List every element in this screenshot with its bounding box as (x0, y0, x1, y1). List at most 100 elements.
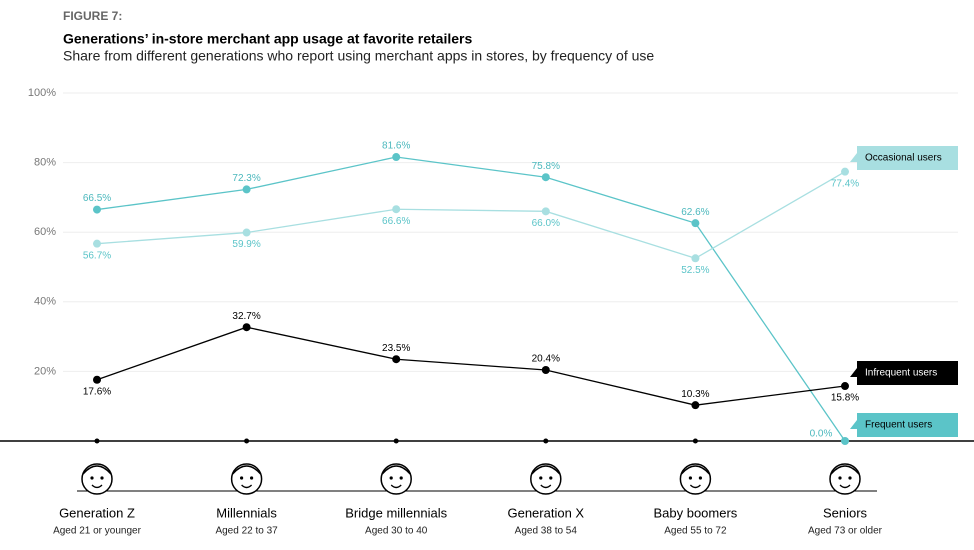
x-tick-label: Bridge millennials (345, 505, 447, 520)
eye (250, 476, 254, 480)
series-line (96, 171, 846, 260)
face-icon (679, 463, 712, 495)
category-tick (94, 438, 100, 444)
eye (389, 476, 393, 480)
y-tick-label: 60% (34, 226, 56, 238)
legend-pointer (850, 420, 857, 429)
eye (399, 476, 403, 480)
x-tick-label: Generation X (507, 505, 584, 520)
data-point (541, 207, 550, 216)
chart-title: Generations’ in-store merchant app usage… (63, 31, 472, 47)
eye (240, 476, 244, 480)
x-tick-note: Aged 21 or younger (53, 526, 142, 537)
face-icon (530, 463, 562, 495)
eye (838, 476, 842, 480)
x-tick-note: Aged 22 to 37 (215, 526, 278, 537)
x-tick-label: Baby boomers (653, 505, 737, 520)
eye (539, 476, 543, 480)
data-point (392, 205, 401, 214)
eye (848, 476, 852, 480)
x-tick-label: Seniors (823, 505, 868, 520)
hair (232, 465, 262, 475)
data-point (242, 228, 251, 237)
data-label: 72.3% (232, 173, 260, 184)
data-point (691, 219, 700, 228)
data-point (841, 167, 849, 176)
data-label: 52.5% (681, 265, 709, 276)
data-label: 75.8% (532, 161, 560, 172)
data-label: 10.3% (681, 389, 709, 400)
legend-pointer (850, 368, 857, 377)
face-icon (81, 463, 113, 495)
data-label: 66.6% (382, 216, 410, 227)
data-label: 66.0% (532, 218, 560, 229)
data-point (691, 401, 700, 410)
legend-box (857, 146, 958, 170)
legend-box (857, 361, 958, 385)
data-point (242, 185, 251, 194)
category-tick (543, 438, 549, 444)
smile (689, 484, 701, 489)
legend-pointer (850, 153, 857, 162)
x-tick-note: Aged 38 to 54 (515, 526, 578, 537)
data-point (541, 366, 550, 375)
eye (688, 476, 693, 480)
y-tick-label: 100% (28, 87, 56, 99)
data-point (841, 382, 849, 391)
data-point (392, 355, 401, 364)
y-tick-label: 40% (34, 296, 56, 308)
category-tick (692, 438, 698, 444)
hair (680, 465, 710, 475)
data-label: 20.4% (532, 354, 560, 365)
smile (390, 484, 402, 489)
eye (549, 476, 553, 480)
data-point (392, 153, 401, 162)
data-label: 62.6% (681, 207, 709, 218)
series-line (96, 156, 846, 442)
eye (100, 476, 104, 480)
data-point (93, 205, 101, 214)
legend-box (857, 413, 958, 437)
eye (90, 476, 94, 480)
x-tick-label: Millennials (216, 505, 277, 520)
figure-label: FIGURE 7: (63, 9, 122, 23)
data-label: 0.0% (810, 429, 833, 440)
smile (91, 484, 103, 489)
data-label: 56.7% (83, 250, 111, 261)
x-tick-note: Aged 73 or older (808, 526, 883, 537)
legend-label: Occasional users (865, 153, 942, 164)
y-tick-label: 80% (34, 157, 56, 169)
x-tick-label: Generation Z (59, 505, 135, 520)
category-tick (244, 438, 250, 444)
hair (531, 465, 561, 475)
hair (830, 465, 860, 475)
data-point (841, 437, 849, 445)
data-label: 17.6% (83, 386, 111, 397)
data-point (242, 323, 251, 332)
data-label: 77.4% (831, 178, 859, 189)
smile (241, 484, 253, 489)
data-label: 59.9% (232, 239, 260, 250)
data-label: 32.7% (232, 311, 260, 322)
eye (698, 476, 703, 480)
x-tick-note: Aged 55 to 72 (664, 526, 727, 537)
data-point (93, 375, 101, 384)
data-point (541, 173, 550, 182)
smile (839, 484, 851, 489)
data-label: 66.5% (83, 193, 111, 204)
hair (82, 465, 112, 475)
y-tick-label: 20% (34, 365, 56, 377)
face-icon (380, 463, 412, 495)
series-line (96, 326, 846, 406)
chart-subtitle: Share from different generations who rep… (63, 48, 654, 64)
smile (540, 484, 552, 489)
data-label: 81.6% (382, 141, 410, 152)
hair (381, 465, 411, 475)
legend-label: Infrequent users (865, 368, 937, 379)
face-icon (829, 463, 861, 495)
data-label: 23.5% (382, 343, 410, 354)
face-icon (230, 463, 263, 495)
data-point (93, 239, 101, 248)
data-point (691, 254, 700, 263)
category-tick (393, 438, 399, 444)
